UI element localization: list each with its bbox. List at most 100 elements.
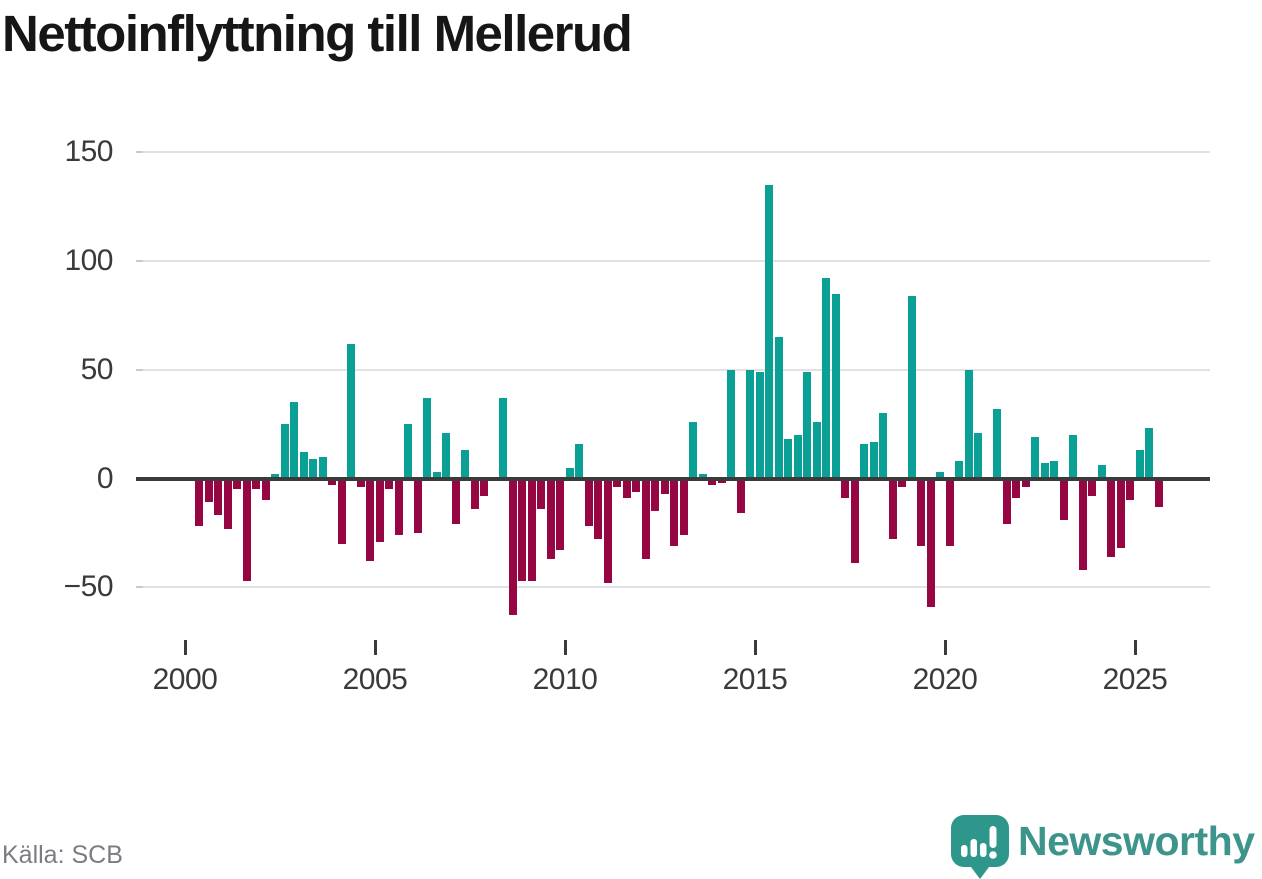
bar-negative <box>385 478 394 490</box>
bar-negative <box>394 478 403 536</box>
x-tick-mark <box>943 640 947 655</box>
bar-negative <box>1012 478 1021 499</box>
bar-positive <box>974 432 983 479</box>
bar-negative <box>1116 478 1125 549</box>
bar-positive <box>271 474 280 479</box>
bar-positive <box>755 371 764 479</box>
bar-negative <box>603 478 612 583</box>
x-axis-label: 2020 <box>912 663 978 696</box>
bar-positive <box>1097 465 1106 479</box>
bar-negative <box>945 478 954 546</box>
gridline <box>143 260 1210 263</box>
bar-negative <box>508 478 517 616</box>
bar-positive <box>936 471 945 479</box>
bar-negative <box>413 478 422 533</box>
bar-positive <box>1069 435 1078 479</box>
bar-positive <box>812 421 821 479</box>
bar-negative <box>252 478 261 490</box>
bar-negative <box>527 478 536 581</box>
bar-negative <box>556 478 565 551</box>
bar-positive <box>879 413 888 479</box>
bar-negative <box>679 478 688 536</box>
x-tick-mark <box>373 640 377 655</box>
bar-negative <box>888 478 897 540</box>
bar-positive <box>793 435 802 479</box>
bar-negative <box>670 478 679 546</box>
y-tick-mark <box>136 368 143 371</box>
bar-positive <box>461 450 470 479</box>
bar-positive <box>499 398 508 479</box>
x-tick-mark <box>183 640 187 655</box>
bar-negative <box>214 478 223 516</box>
bar-positive <box>309 458 318 479</box>
bar-positive <box>860 443 869 479</box>
bar-negative <box>1126 478 1135 501</box>
bar-negative <box>917 478 926 546</box>
bar-negative <box>337 478 346 544</box>
bar-negative <box>660 478 669 494</box>
bar-positive <box>774 337 783 479</box>
bar-negative <box>537 478 546 509</box>
bar-positive <box>746 369 755 479</box>
bar-negative <box>584 478 593 527</box>
y-tick-mark <box>136 260 143 263</box>
bar-negative <box>717 478 726 483</box>
x-tick-mark <box>753 640 757 655</box>
bar-negative <box>622 478 631 499</box>
bar-negative <box>1059 478 1068 520</box>
bar-negative <box>470 478 479 509</box>
bar-negative <box>1021 478 1030 488</box>
bar-positive <box>765 185 774 479</box>
bar-positive <box>575 443 584 479</box>
bar-positive <box>803 371 812 479</box>
bar-positive <box>831 293 840 479</box>
bar-positive <box>299 452 308 479</box>
bar-negative <box>632 478 641 492</box>
bar-positive <box>822 278 831 479</box>
bar-negative <box>641 478 650 559</box>
y-axis-label: 0 <box>96 461 114 495</box>
bar-negative <box>356 478 365 488</box>
bar-negative <box>898 478 907 488</box>
bar-positive <box>280 424 289 479</box>
bar-positive <box>1050 461 1059 479</box>
bar-positive <box>698 474 707 479</box>
bar-positive <box>955 461 964 479</box>
bar-negative <box>841 478 850 499</box>
bar-negative <box>1002 478 1011 525</box>
bar-negative <box>651 478 660 512</box>
y-axis-label: 50 <box>80 352 114 386</box>
x-tick-mark <box>1133 640 1137 655</box>
bar-positive <box>964 369 973 479</box>
bar-positive <box>347 343 356 479</box>
zero-axis-line <box>143 476 1210 481</box>
bar-negative <box>518 478 527 581</box>
bar-positive <box>1040 463 1049 479</box>
bar-negative <box>1088 478 1097 496</box>
bar-negative <box>233 478 242 490</box>
bar-negative <box>546 478 555 559</box>
bar-negative <box>480 478 489 496</box>
bar-positive <box>689 421 698 479</box>
bar-positive <box>907 295 916 479</box>
bar-negative <box>223 478 232 529</box>
bar-positive <box>432 471 441 479</box>
bar-negative <box>736 478 745 514</box>
bar-positive <box>442 432 451 479</box>
x-axis-label: 2015 <box>722 663 788 696</box>
gridline <box>143 368 1210 371</box>
bar-negative <box>328 478 337 486</box>
chart-title: Nettoinflyttning till Mellerud <box>2 5 633 62</box>
newsworthy-wordmark: Newsworthy <box>1018 818 1255 864</box>
bar-positive <box>423 398 432 479</box>
bar-positive <box>1135 450 1144 479</box>
newsworthy-logo: Newsworthy <box>948 814 1262 879</box>
bar-positive <box>1031 437 1040 479</box>
bar-positive <box>318 456 327 479</box>
bar-negative <box>926 478 935 607</box>
gridline <box>143 151 1210 154</box>
bar-positive <box>869 441 878 479</box>
bar-negative <box>1154 478 1163 507</box>
x-axis-label: 2000 <box>152 663 218 696</box>
